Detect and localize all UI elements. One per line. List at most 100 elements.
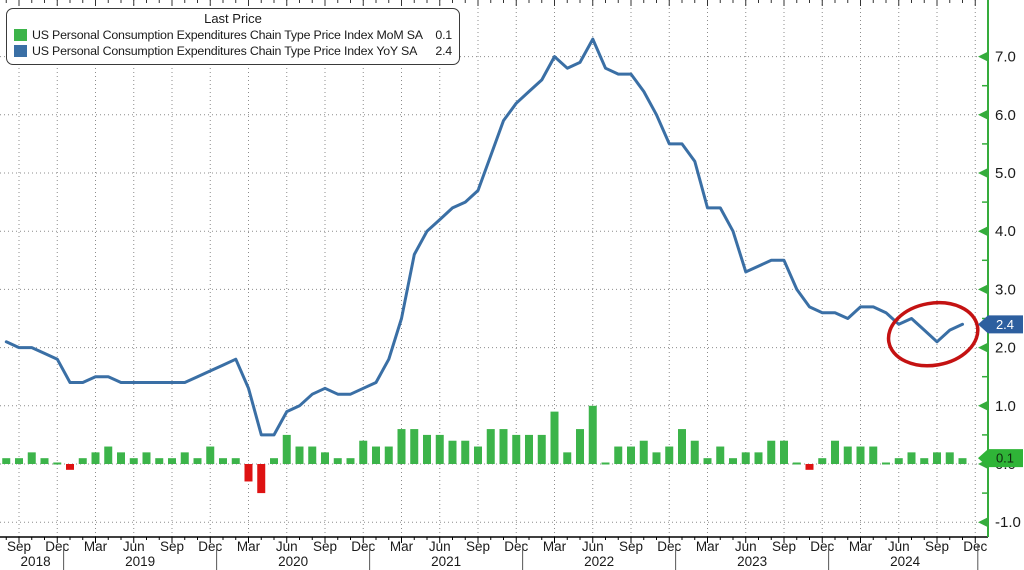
mom-bar: [945, 452, 954, 464]
mom-bar: [818, 458, 827, 464]
mom-bar: [435, 434, 444, 464]
mom-bar: [869, 446, 878, 464]
last-price-badge-text: 0.1: [996, 451, 1014, 466]
legend-label-mom: US Personal Consumption Expenditures Cha…: [32, 28, 423, 42]
x-tick-label: Dec: [198, 539, 222, 554]
mom-bar: [652, 452, 661, 464]
x-tick-label: Dec: [351, 539, 375, 554]
mom-bar: [550, 411, 559, 464]
mom-bar: [180, 452, 189, 464]
x-year-label: 2023: [737, 554, 767, 569]
x-tick-label: Mar: [543, 539, 567, 554]
mom-bar: [627, 446, 635, 464]
x-tick-label: Sep: [7, 539, 31, 554]
mom-bar: [754, 452, 763, 464]
x-tick-label: Jun: [735, 539, 757, 554]
mom-bar: [665, 446, 674, 464]
legend-row-mom: US Personal Consumption Expenditures Cha…: [14, 27, 452, 43]
x-year-label: 2022: [584, 554, 614, 569]
mom-bar: [767, 440, 776, 464]
y-tick-label: 4.0: [995, 223, 1016, 240]
legend-value-yoy: 2.4: [435, 44, 452, 58]
mom-bar: [91, 452, 100, 464]
x-year-label: 2024: [890, 554, 921, 569]
y-tick-arrow-icon: [978, 168, 987, 178]
x-tick-label: Sep: [313, 539, 337, 554]
mom-bar: [894, 458, 903, 464]
x-tick-label: Mar: [696, 539, 720, 554]
mom-bar: [117, 452, 125, 464]
mom-bar: [486, 429, 495, 464]
mom-bar: [461, 440, 470, 464]
y-tick-arrow-icon: [978, 401, 987, 411]
mom-bar: [104, 446, 113, 464]
mom-bar: [193, 458, 202, 464]
x-tick-label: Sep: [772, 539, 796, 554]
mom-bar: [958, 458, 967, 464]
mom-bar: [588, 405, 597, 464]
x-tick-label: Sep: [466, 539, 490, 554]
legend-swatch-yoy-icon: [14, 45, 27, 57]
mom-bar: [512, 434, 521, 464]
yoy-line: [4, 37, 964, 437]
x-tick-label: Mar: [390, 539, 414, 554]
mom-bar: [920, 458, 929, 464]
x-tick-label: Jun: [888, 539, 910, 554]
mom-bar: [142, 452, 151, 464]
mom-bar: [168, 458, 176, 464]
y-tick-label: 7.0: [995, 49, 1016, 66]
x-tick-label: Dec: [810, 539, 834, 554]
x-tick-label: Dec: [504, 539, 528, 554]
mom-bar: [933, 452, 941, 464]
x-tick-label: Sep: [619, 539, 643, 554]
mom-bar: [282, 434, 291, 464]
mom-bar: [690, 440, 699, 464]
y-tick-arrow-icon: [978, 110, 987, 120]
x-tick-label: Dec: [963, 539, 987, 554]
x-tick-label: Mar: [84, 539, 108, 554]
mom-bar: [843, 446, 852, 464]
y-tick-arrow-icon: [978, 52, 987, 62]
mom-bar: [359, 440, 368, 464]
mom-bar: [703, 458, 712, 464]
x-year-label: 2019: [125, 554, 155, 569]
highlight-ellipse: [886, 300, 980, 368]
y-tick-label: 3.0: [995, 281, 1016, 298]
last-price-badge: [978, 449, 1023, 468]
mom-bar: [639, 440, 648, 464]
x-tick-label: Dec: [657, 539, 681, 554]
mom-bar: [525, 434, 533, 464]
mom-bar: [831, 440, 839, 464]
x-tick-label: Dec: [45, 539, 69, 554]
mom-bar: [15, 458, 23, 464]
mom-bar: [474, 446, 482, 464]
mom-bar: [27, 452, 36, 464]
mom-bar: [219, 458, 227, 464]
mom-bar: [372, 446, 380, 464]
x-tick-label: Mar: [237, 539, 261, 554]
legend-swatch-mom-icon: [14, 29, 27, 41]
y-tick-label: 2.0: [995, 340, 1016, 357]
mom-bar: [716, 446, 725, 464]
mom-bar: [856, 446, 865, 464]
y-tick-arrow-icon: [978, 226, 987, 236]
mom-bar: [66, 464, 74, 470]
mom-bar: [780, 440, 788, 464]
mom-bar: [346, 458, 355, 464]
mom-bar: [410, 429, 419, 464]
x-tick-label: Sep: [160, 539, 184, 554]
x-year-label: 2018: [21, 554, 51, 569]
mom-bar: [333, 458, 342, 464]
mom-bar: [321, 452, 329, 464]
mom-bar: [257, 464, 266, 494]
x-tick-label: Mar: [849, 539, 873, 554]
y-tick-label: 6.0: [995, 107, 1016, 124]
mom-bar: [499, 429, 508, 464]
mom-bar: [563, 452, 572, 464]
mom-bar: [741, 452, 750, 464]
mom-bar: [448, 440, 457, 464]
mom-bar: [53, 462, 62, 465]
mom-bar: [295, 446, 304, 464]
mom-bar: [2, 458, 11, 464]
